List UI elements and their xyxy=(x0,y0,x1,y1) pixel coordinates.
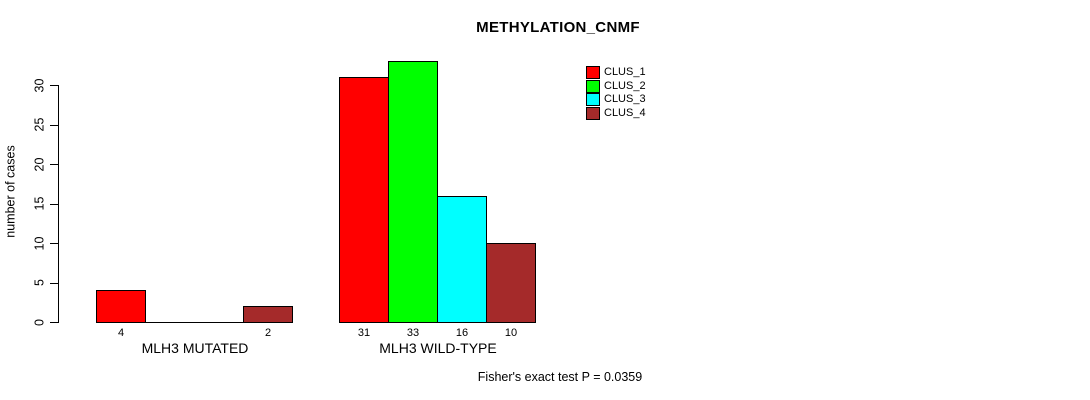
y-axis-tick xyxy=(50,322,58,323)
y-axis-tick-label: 10 xyxy=(32,236,47,251)
bar-count-label: 16 xyxy=(455,327,469,339)
y-axis-line xyxy=(58,85,59,323)
bar-count-label: 33 xyxy=(406,327,420,339)
legend-swatch-clus_4 xyxy=(586,107,600,120)
chart-title: METHYLATION_CNMF xyxy=(476,19,640,36)
bar-count-label: 10 xyxy=(504,327,518,339)
bar-count-label: 31 xyxy=(357,327,371,339)
bar-clus_1-mutated xyxy=(96,290,146,323)
legend-label-clus_3: CLUS_3 xyxy=(604,93,646,105)
legend-label-clus_2: CLUS_2 xyxy=(604,80,646,92)
y-axis-tick-label: 20 xyxy=(32,157,47,172)
y-axis-tick-label: 25 xyxy=(32,117,47,132)
fisher-test-annotation: Fisher's exact test P = 0.0359 xyxy=(477,370,643,384)
x-axis-group-label: MLH3 WILD-TYPE xyxy=(379,340,497,356)
y-axis-tick xyxy=(50,125,58,126)
legend-swatch-clus_2 xyxy=(586,80,600,93)
bar-clus_4-wildtype xyxy=(486,243,536,323)
legend-label-clus_4: CLUS_4 xyxy=(604,107,646,119)
bar-clus_2-wildtype xyxy=(388,61,438,323)
y-axis-tick-label: 5 xyxy=(32,279,47,286)
y-axis-tick xyxy=(50,243,58,244)
bar-count-label: 2 xyxy=(264,327,272,339)
y-axis-tick-label: 30 xyxy=(32,78,47,93)
y-axis-label: number of cases xyxy=(3,145,18,238)
y-axis-tick xyxy=(50,164,58,165)
y-axis-tick-label: 0 xyxy=(32,319,47,326)
legend-swatch-clus_1 xyxy=(586,66,600,79)
y-axis-tick xyxy=(50,85,58,86)
bar-clus_4-mutated xyxy=(243,306,293,323)
legend-swatch-clus_3 xyxy=(586,93,600,106)
x-axis-group-label: MLH3 MUTATED xyxy=(141,340,249,356)
x-axis-baseline xyxy=(96,322,293,323)
bar-clus_1-wildtype xyxy=(339,77,389,323)
bar-count-label: 4 xyxy=(117,327,125,339)
legend-label-clus_1: CLUS_1 xyxy=(604,66,646,78)
y-axis-tick-label: 15 xyxy=(32,196,47,211)
y-axis-tick xyxy=(50,204,58,205)
bar-clus_3-wildtype xyxy=(437,196,487,323)
y-axis-tick xyxy=(50,283,58,284)
